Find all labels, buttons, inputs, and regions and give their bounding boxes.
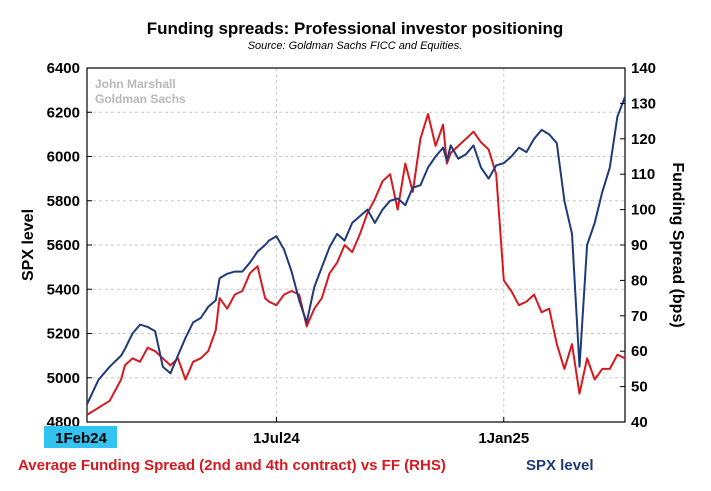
watermark-line-2: Goldman Sachs [95,92,186,106]
x-axis: 1Feb24 1Jul24 1Jan25 [44,417,529,448]
chart-subtitle: Source: Goldman Sachs FICC and Equities. [248,40,463,52]
series-layer [86,96,626,416]
y-tick-label: 6400 [47,60,80,77]
y-axis-title: SPX level [20,209,37,281]
y2-tick-label: 40 [631,414,648,431]
y-tick-label: 5400 [47,281,80,298]
y-tick-label: 6000 [47,149,80,166]
x-tick-highlight [44,426,117,448]
y2-axis-title: Funding Spread (bps) [669,162,686,327]
y2-tick-label: 90 [631,237,648,254]
chart-title: Funding spreads: Professional investor p… [147,19,564,38]
right-axis: 40 50 60 70 80 90 100 110 120 130 140 [620,60,656,431]
y-tick-label: 5000 [47,370,80,387]
y-tick-label: 5600 [47,237,80,254]
legend-spx-level: SPX level [526,457,594,474]
gridlines [87,68,625,422]
x-tick-label: 1Jul24 [253,430,300,447]
y-tick-label: 5800 [47,193,80,210]
y2-tick-label: 60 [631,343,648,360]
spx-level-line [86,96,626,405]
y2-tick-label: 110 [631,166,655,183]
y2-tick-label: 120 [631,131,656,148]
legend-funding-spread: Average Funding Spread (2nd and 4th cont… [18,457,446,474]
y2-tick-label: 70 [631,308,648,325]
y2-tick-label: 100 [631,202,656,219]
y2-tick-label: 140 [631,60,656,77]
y2-tick-label: 130 [631,95,656,112]
y2-tick-label: 50 [631,379,648,396]
watermark-line-1: John Marshall [95,77,176,91]
funding-spread-line [86,113,626,416]
y-tick-label: 6200 [47,104,80,121]
y-tick-label: 5200 [47,326,80,343]
x-tick-label: 1Jan25 [478,430,529,447]
y2-tick-label: 80 [631,272,648,289]
x-tick-label: 1Feb24 [55,430,107,447]
